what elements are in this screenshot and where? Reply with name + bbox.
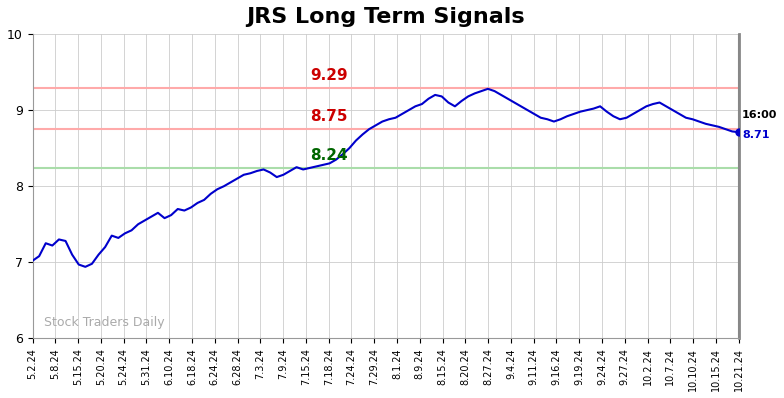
- Text: 8.24: 8.24: [310, 148, 348, 163]
- Text: 8.75: 8.75: [310, 109, 348, 124]
- Title: JRS Long Term Signals: JRS Long Term Signals: [246, 7, 525, 27]
- Text: 16:00: 16:00: [742, 111, 778, 121]
- Text: 9.29: 9.29: [310, 68, 348, 83]
- Text: 8.71: 8.71: [742, 130, 770, 140]
- Text: Stock Traders Daily: Stock Traders Daily: [44, 316, 165, 329]
